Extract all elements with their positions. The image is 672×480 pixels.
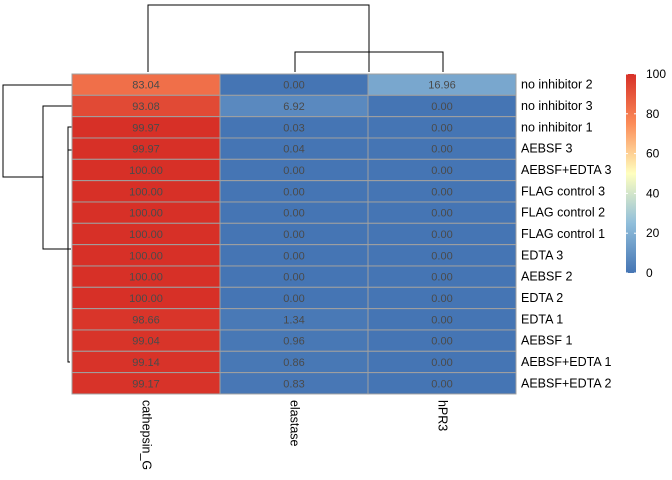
row-dendrogram: [2, 84, 72, 363]
cell-value-label: 0.00: [431, 357, 452, 369]
cell-value-label: 0.00: [431, 122, 452, 134]
row-labels: no inhibitor 2 no inhibitor 3 no inhibitor…: [521, 78, 611, 391]
column-label: cathepsin_G: [140, 400, 154, 470]
cell-value-label: 0.00: [283, 80, 304, 92]
cell-value-label: 0.83: [283, 378, 304, 390]
legend-tick-label: 60: [646, 147, 660, 161]
cell-value-label: 100.00: [129, 229, 163, 241]
column-dendrogram: [147, 4, 444, 72]
column-label: elastase: [288, 400, 302, 447]
cell-value-label: 99.14: [132, 357, 160, 369]
cell-value-label: 0.00: [283, 165, 304, 177]
legend-tick-label: 20: [646, 226, 660, 240]
heatmap-cells: [71, 73, 517, 395]
legend-ticks: 0 20 40 60 80 100: [626, 67, 666, 280]
row-label: FLAG control 2: [521, 206, 605, 220]
legend-colorbar: [626, 74, 636, 273]
cell-value-label: 0.00: [431, 293, 452, 305]
cell-value-label: 0.00: [431, 250, 452, 262]
row-label: no inhibitor 3: [521, 99, 593, 113]
row-label: no inhibitor 2: [521, 78, 593, 92]
cell-value-label: 0.00: [431, 186, 452, 198]
cell-value-label: 100.00: [129, 293, 163, 305]
cell-value-label: 1.34: [283, 314, 304, 326]
row-label: FLAG control 3: [521, 184, 605, 198]
cell-value-label: 100.00: [129, 208, 163, 220]
heatmap-cell-labels: 83.04 0.00 16.96 93.08 6.92 0.00 99.97 0.03 0.00…: [129, 80, 456, 391]
cell-value-label: 100.00: [129, 272, 163, 284]
cell-value-label: 0.00: [283, 186, 304, 198]
row-label: no inhibitor 1: [521, 120, 593, 134]
cell-value-label: 99.17: [132, 378, 160, 390]
row-label: AEBSF+EDTA 1: [521, 355, 611, 369]
heatmap-cell: [367, 372, 517, 395]
cell-value-label: 0.00: [283, 272, 304, 284]
row-label: EDTA 3: [521, 248, 563, 262]
cell-value-label: 98.66: [132, 314, 160, 326]
row-label: EDTA 1: [521, 312, 563, 326]
legend-tick-label: 40: [646, 186, 660, 200]
legend-tick-label: 100: [646, 67, 666, 81]
cell-value-label: 0.00: [431, 144, 452, 156]
cell-value-label: 0.00: [431, 101, 452, 113]
cell-value-label: 83.04: [132, 80, 160, 92]
cell-value-label: 0.96: [283, 336, 304, 348]
cell-value-label: 0.00: [283, 250, 304, 262]
cell-value-label: 0.04: [283, 144, 304, 156]
row-label: AEBSF+EDTA 2: [521, 376, 611, 390]
row-label: EDTA 2: [521, 291, 563, 305]
cell-value-label: 99.04: [132, 336, 160, 348]
cell-value-label: 0.00: [431, 314, 452, 326]
cell-value-label: 0.00: [431, 378, 452, 390]
cell-value-label: 0.00: [283, 293, 304, 305]
row-label: FLAG control 1: [521, 227, 605, 241]
cell-value-label: 0.00: [431, 165, 452, 177]
cell-value-label: 100.00: [129, 250, 163, 262]
row-label: AEBSF+EDTA 3: [521, 163, 611, 177]
cell-value-label: 6.92: [283, 101, 304, 113]
cell-value-label: 0.00: [431, 272, 452, 284]
column-label: hPR3: [436, 400, 450, 431]
cell-value-label: 100.00: [129, 186, 163, 198]
cell-value-label: 0.00: [283, 208, 304, 220]
row-label: AEBSF 2: [521, 270, 572, 284]
legend-tick-label: 0: [646, 266, 653, 280]
legend-tick-label: 80: [646, 107, 660, 121]
column-labels: cathepsin_G elastase hPR3: [140, 400, 450, 470]
cell-value-label: 0.00: [431, 208, 452, 220]
cell-value-label: 0.00: [431, 336, 452, 348]
cell-value-label: 99.97: [132, 144, 160, 156]
row-label: AEBSF 1: [521, 334, 572, 348]
color-legend: 0 20 40 60 80 100: [626, 67, 666, 280]
cell-value-label: 16.96: [428, 80, 456, 92]
cell-value-label: 0.00: [283, 229, 304, 241]
cell-value-label: 0.86: [283, 357, 304, 369]
cell-value-label: 99.97: [132, 122, 160, 134]
cell-value-label: 93.08: [132, 101, 160, 113]
cell-value-label: 0.03: [283, 122, 304, 134]
row-label: AEBSF 3: [521, 142, 572, 156]
cell-value-label: 100.00: [129, 165, 163, 177]
cell-value-label: 0.00: [431, 229, 452, 241]
